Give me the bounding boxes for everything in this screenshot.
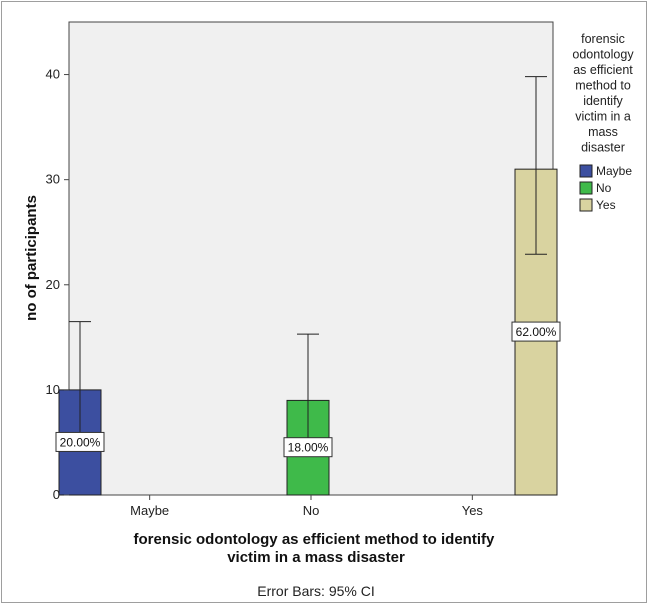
data-label-maybe: 20.00% (55, 431, 105, 452)
y-tick-label: 10 (46, 382, 60, 397)
svg-text:18.00%: 18.00% (288, 441, 329, 455)
x-tick-label: No (303, 503, 320, 518)
legend: forensic odontology as efficient method to i… (572, 32, 634, 212)
error-bar-yes (525, 76, 547, 255)
data-label-yes: 62.00% (511, 321, 561, 342)
x-axis-title: forensic odontology as efficient method … (133, 531, 498, 566)
legend-item-yes: Yes (579, 198, 616, 212)
x-axis-title-line-2: victim in a mass disaster (227, 549, 405, 566)
x-tick-label: Maybe (130, 503, 169, 518)
x-tick-label: Yes (462, 503, 484, 518)
x-axis-title-line-1: forensic odontology as efficient method … (133, 531, 495, 548)
svg-text:Yes: Yes (596, 198, 616, 212)
data-label-no: 18.00% (283, 437, 333, 458)
y-tick-label: 40 (46, 67, 60, 82)
legend-item-maybe: Maybe (579, 164, 632, 178)
legend-item-no: No (579, 181, 612, 195)
legend-title: forensic odontology as efficient method to i… (572, 32, 634, 155)
svg-text:No: No (596, 181, 612, 195)
y-tick-label: 20 (46, 277, 60, 292)
footnote: Error Bars: 95% CI (257, 583, 374, 599)
y-tick-label: 0 (53, 487, 60, 502)
svg-text:Maybe: Maybe (596, 164, 632, 178)
y-tick-label: 30 (46, 172, 60, 187)
y-axis-title: no of participants (23, 195, 40, 321)
svg-text:62.00%: 62.00% (516, 325, 557, 339)
svg-text:20.00%: 20.00% (60, 435, 101, 449)
